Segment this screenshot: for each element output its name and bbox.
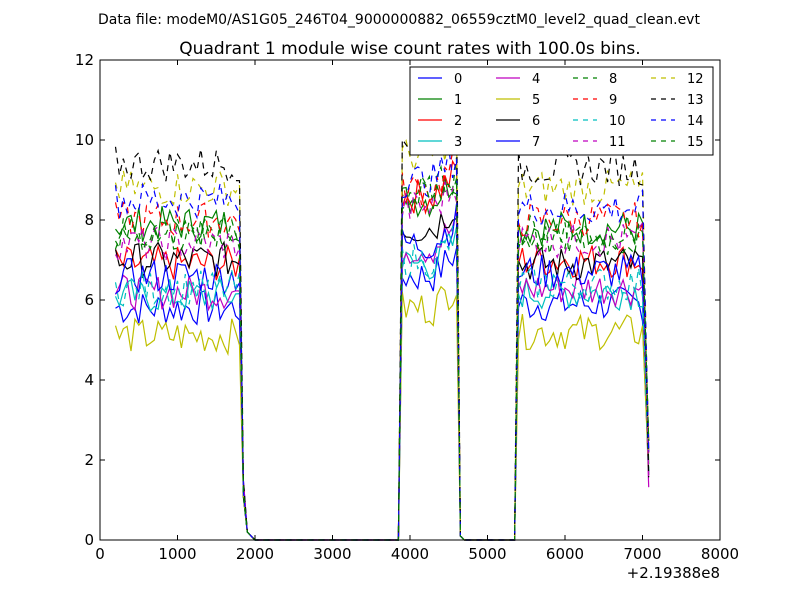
legend-label-12: 12: [687, 72, 704, 87]
legend-label-5: 5: [532, 93, 540, 108]
x-tick-label: 1000: [158, 545, 196, 563]
series-line-1: [115, 177, 650, 541]
series-line-14: [114, 148, 650, 541]
series-line-11: [114, 181, 650, 541]
y-tick-label: 0: [84, 531, 94, 549]
y-tick-label: 4: [84, 371, 94, 389]
legend-label-4: 4: [532, 72, 540, 87]
series-line-5: [114, 285, 650, 541]
legend-label-14: 14: [687, 114, 704, 129]
y-tick-label: 6: [84, 291, 94, 309]
legend-label-13: 13: [687, 93, 704, 108]
series-line-6: [114, 213, 650, 541]
y-tick-label: 10: [75, 131, 94, 149]
legend-frame: [409, 66, 714, 156]
legend-label-11: 11: [609, 135, 626, 150]
series-line-15: [114, 178, 650, 541]
y-tick-label: 8: [84, 211, 94, 229]
legend-label-8: 8: [609, 72, 617, 87]
x-tick-label: 5000: [468, 545, 506, 563]
series-line-0: [115, 248, 650, 541]
axis-ticks: 0 1000 2000 3000 4000 5000 6000 7000 80000246810…: [75, 51, 739, 563]
series-line-9: [114, 149, 650, 541]
x-tick-label: 7000: [623, 545, 661, 563]
x-tick-label: 4000: [391, 545, 429, 563]
plot-lines: [114, 102, 650, 541]
legend-label-3: 3: [454, 135, 462, 150]
legend-label-9: 9: [609, 93, 617, 108]
x-tick-label: 8000: [701, 545, 739, 563]
legend-label-10: 10: [609, 114, 626, 129]
x-tick-label: 0: [95, 545, 105, 563]
x-tick-label: 2000: [236, 545, 274, 563]
legend-label-6: 6: [532, 114, 540, 129]
x-offset-label: +2.19388e8: [627, 564, 720, 582]
series-line-4: [114, 209, 650, 541]
series-line-2: [114, 159, 650, 541]
x-tick-label: 3000: [313, 545, 351, 563]
legend-label-15: 15: [687, 135, 704, 150]
y-tick-label: 12: [75, 51, 94, 69]
chart-suptitle: Data file: modeM0/AS1G05_246T04_90000008…: [98, 12, 700, 28]
series-line-7: [115, 203, 650, 541]
legend-label-0: 0: [454, 72, 462, 87]
x-tick-label: 6000: [546, 545, 584, 563]
legend-label-1: 1: [454, 93, 462, 108]
y-tick-label: 2: [84, 451, 94, 469]
legend-label-2: 2: [454, 114, 462, 129]
series-line-13: [114, 102, 650, 541]
legend-label-7: 7: [532, 135, 540, 150]
chart-title: Quadrant 1 module wise count rates with …: [179, 39, 640, 59]
